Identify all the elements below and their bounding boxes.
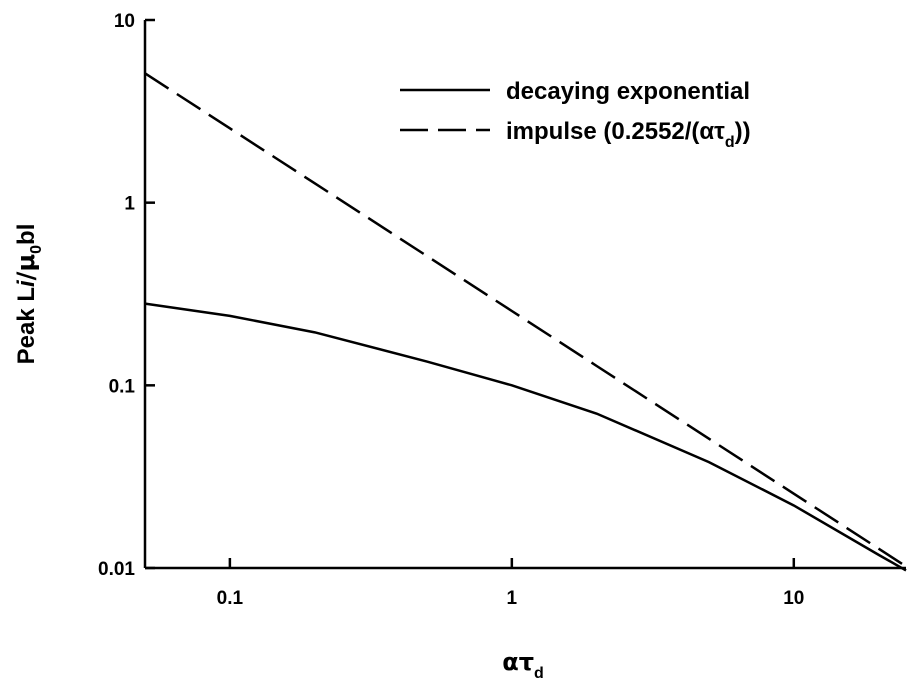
legend-label-impulse: impulse (0.2552/(ατd)) bbox=[506, 118, 751, 151]
y-tick-label: 0.01 bbox=[98, 559, 135, 580]
y-axis-title-pre: Peak L bbox=[13, 287, 40, 364]
legend-label-impulse-pre: impulse (0.2552/(ατ bbox=[506, 118, 725, 145]
x-tick-label: 1 bbox=[507, 588, 518, 609]
y-ticks: 0.01 0.1 1 10 bbox=[98, 11, 155, 580]
x-ticks: 0.1 1 10 bbox=[217, 558, 804, 609]
y-axis-title: Peak Li/μ0bl bbox=[12, 224, 45, 365]
x-tick-label: 0.1 bbox=[217, 588, 244, 609]
x-axis-title: ατd bbox=[502, 648, 544, 680]
legend: decaying exponential impulse (0.2552/(ατ… bbox=[400, 78, 751, 151]
series-impulse bbox=[144, 72, 907, 568]
y-axis-title-sub: 0 bbox=[28, 245, 45, 254]
legend-label-decaying-exponential: decaying exponential bbox=[506, 78, 750, 105]
y-tick-label: 10 bbox=[114, 11, 135, 32]
y-axis-title-italic: i bbox=[13, 279, 40, 287]
x-tick-label: 10 bbox=[783, 588, 804, 609]
x-axis-title-main: ατ bbox=[502, 648, 534, 676]
y-tick-label: 1 bbox=[124, 194, 135, 215]
y-axis-title-mid: /μ bbox=[12, 254, 40, 280]
series-layer bbox=[144, 72, 907, 572]
y-tick-label: 0.1 bbox=[109, 376, 136, 397]
legend-label-impulse-sub: d bbox=[725, 134, 735, 151]
legend-label-impulse-post: )) bbox=[735, 118, 751, 145]
x-axis-title-sub: d bbox=[534, 665, 544, 680]
plot-frame bbox=[143, 20, 906, 570]
y-axis-title-post: bl bbox=[13, 224, 40, 245]
series-decaying-exponential bbox=[144, 302, 907, 572]
